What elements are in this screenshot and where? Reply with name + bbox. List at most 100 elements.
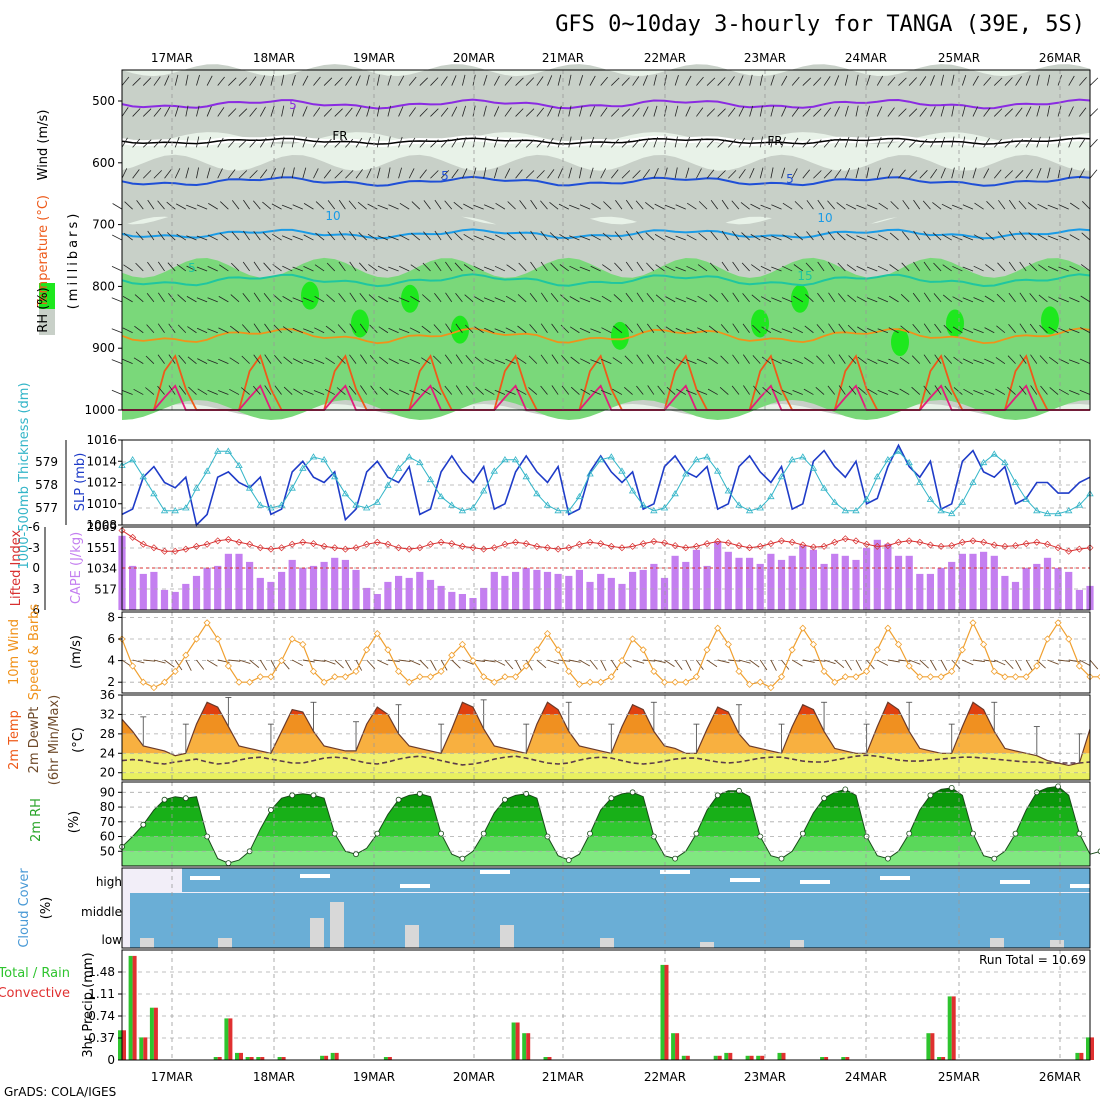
wind-barb: [528, 387, 538, 395]
rh-marker: [927, 792, 934, 799]
wind-barb: [273, 294, 282, 303]
wind-barb: [792, 390, 803, 395]
rh2m-unit-label: (%): [67, 811, 82, 834]
rh-band: [122, 807, 1090, 822]
wind-barb: [560, 294, 570, 303]
y-tick-label: 20: [100, 766, 115, 780]
contour-label: 15: [797, 269, 812, 283]
thickness-marker: [1022, 495, 1030, 502]
wind-barb: [1015, 138, 1024, 148]
wind-barb: [646, 323, 655, 333]
thickness-marker: [267, 504, 275, 511]
wind-barb: [196, 74, 200, 86]
y-tick-label: 800: [92, 279, 115, 293]
wind-barb: [951, 74, 955, 86]
wind10-marker: [522, 662, 530, 670]
li-marker: [639, 540, 647, 548]
wind-barb: [519, 200, 527, 210]
wind-barb: [1018, 200, 1027, 210]
precip-conv-bar: [387, 1057, 392, 1060]
wind-barb: [580, 358, 591, 365]
wind-barb: [674, 167, 678, 179]
wind-barb: [378, 326, 389, 334]
wind-barb: [626, 230, 633, 241]
li-marker: [682, 544, 690, 552]
wind-barb: [241, 355, 250, 364]
wind-barb: [770, 105, 775, 117]
wind-barb: [923, 231, 931, 241]
precip-total-bar: [745, 1055, 750, 1060]
wind-barb: [568, 136, 572, 148]
precip-total-bar: [713, 1055, 718, 1060]
wind-barb: [1079, 168, 1085, 179]
wind-barb: [281, 204, 293, 210]
wind10-marker: [841, 673, 849, 681]
thickness-tick: 579: [35, 455, 58, 469]
wind10-barb: [525, 659, 533, 671]
wind-barb: [164, 106, 171, 117]
rh-marker: [565, 857, 572, 863]
wind10-marker: [405, 678, 413, 686]
wind-barb: [505, 295, 516, 303]
date-label-bottom: 24MAR: [845, 1070, 887, 1084]
wind10-barb: [1079, 659, 1091, 666]
wind-barb: [602, 264, 612, 272]
y-tick-label: 500: [92, 94, 115, 108]
wind-barb: [1068, 106, 1074, 117]
wind-barb: [525, 108, 535, 117]
cape-bar: [650, 563, 658, 610]
rh-marker: [608, 795, 615, 802]
wind-barb: [517, 325, 527, 334]
wind-barb: [972, 136, 978, 148]
wind-barb: [844, 105, 849, 117]
thickness-marker: [926, 495, 935, 502]
wind-barb: [579, 204, 591, 210]
cape-bar: [501, 575, 509, 610]
wind-barb: [253, 323, 261, 333]
rh-marker: [310, 792, 317, 799]
wind-barb: [408, 107, 416, 117]
li-tick: 6: [32, 603, 40, 617]
wind-barb: [1025, 168, 1033, 179]
wind-barb: [930, 137, 937, 148]
wind-barb: [823, 107, 832, 117]
wind10-barb: [185, 659, 192, 671]
precip-total-bar: [224, 1018, 229, 1060]
precip-conv-bar: [132, 955, 137, 1060]
wind-barb: [338, 199, 346, 210]
cape-bar: [150, 571, 158, 610]
wind10-barb: [770, 659, 777, 671]
wind-barb: [207, 234, 218, 241]
wind-barb: [771, 235, 782, 241]
precip-conv-bar: [760, 1055, 765, 1060]
wind-barb: [220, 201, 229, 210]
wind-barb: [1008, 292, 1016, 303]
contour-label: 5: [786, 172, 794, 186]
temp-unit-label: (°C): [71, 727, 86, 753]
wind-barb: [1058, 204, 1069, 210]
precip-conv-bar: [228, 1018, 233, 1060]
wind-barb: [336, 387, 346, 395]
wind-barb: [568, 167, 572, 179]
wind10-barb: [1004, 659, 1014, 670]
cape-bar: [1001, 575, 1009, 610]
cape-bar: [863, 547, 871, 610]
wind-barb: [338, 261, 346, 272]
li-marker: [1012, 542, 1020, 550]
li-marker: [650, 538, 658, 546]
cape-bar: [990, 555, 998, 610]
cloud-high-gap: [1070, 884, 1100, 888]
rh-marker: [778, 855, 785, 862]
contour-15: [121, 273, 1091, 288]
wind-barb: [568, 74, 572, 86]
wind10-marker: [650, 667, 658, 675]
wind-barb: [411, 232, 421, 241]
wind-barb: [398, 136, 403, 148]
wind-barb: [930, 75, 935, 86]
li-marker: [224, 535, 232, 543]
wind-barb: [632, 76, 640, 86]
y-tick-label: 0.37: [88, 1031, 115, 1045]
wind-barb: [281, 105, 285, 117]
wind-barb: [866, 297, 878, 303]
